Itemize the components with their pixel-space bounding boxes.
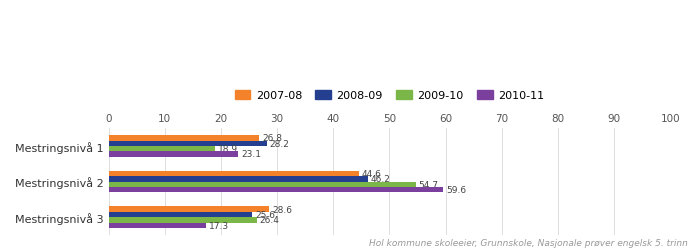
Legend: 2007-08, 2008-09, 2009-10, 2010-11: 2007-08, 2008-09, 2009-10, 2010-11 (230, 86, 548, 105)
Bar (108, 217, 257, 223)
Text: 54.7: 54.7 (418, 180, 439, 189)
Text: 17.3: 17.3 (208, 221, 229, 230)
Bar (108, 176, 368, 182)
Bar (108, 212, 252, 217)
Text: 59.6: 59.6 (446, 185, 466, 194)
Bar (108, 182, 416, 187)
Text: 26.8: 26.8 (262, 134, 282, 143)
Text: 18.9: 18.9 (218, 144, 238, 154)
Bar (108, 187, 443, 192)
Bar (108, 146, 215, 152)
Text: 44.6: 44.6 (362, 169, 382, 178)
Text: 23.1: 23.1 (241, 150, 261, 159)
Bar (108, 152, 238, 157)
Text: 26.4: 26.4 (260, 216, 279, 224)
Bar (108, 171, 359, 176)
Text: 28.2: 28.2 (270, 139, 290, 148)
Text: 25.6: 25.6 (255, 210, 275, 219)
Text: 46.2: 46.2 (371, 175, 391, 184)
Bar (108, 207, 269, 212)
Bar (108, 141, 267, 146)
Bar (108, 136, 259, 141)
Text: 28.6: 28.6 (272, 205, 292, 214)
Bar (108, 223, 206, 228)
Text: Hol kommune skoleeier, Grunnskole, Nasjonale prøver engelsk 5. trinn: Hol kommune skoleeier, Grunnskole, Nasjo… (369, 238, 688, 248)
